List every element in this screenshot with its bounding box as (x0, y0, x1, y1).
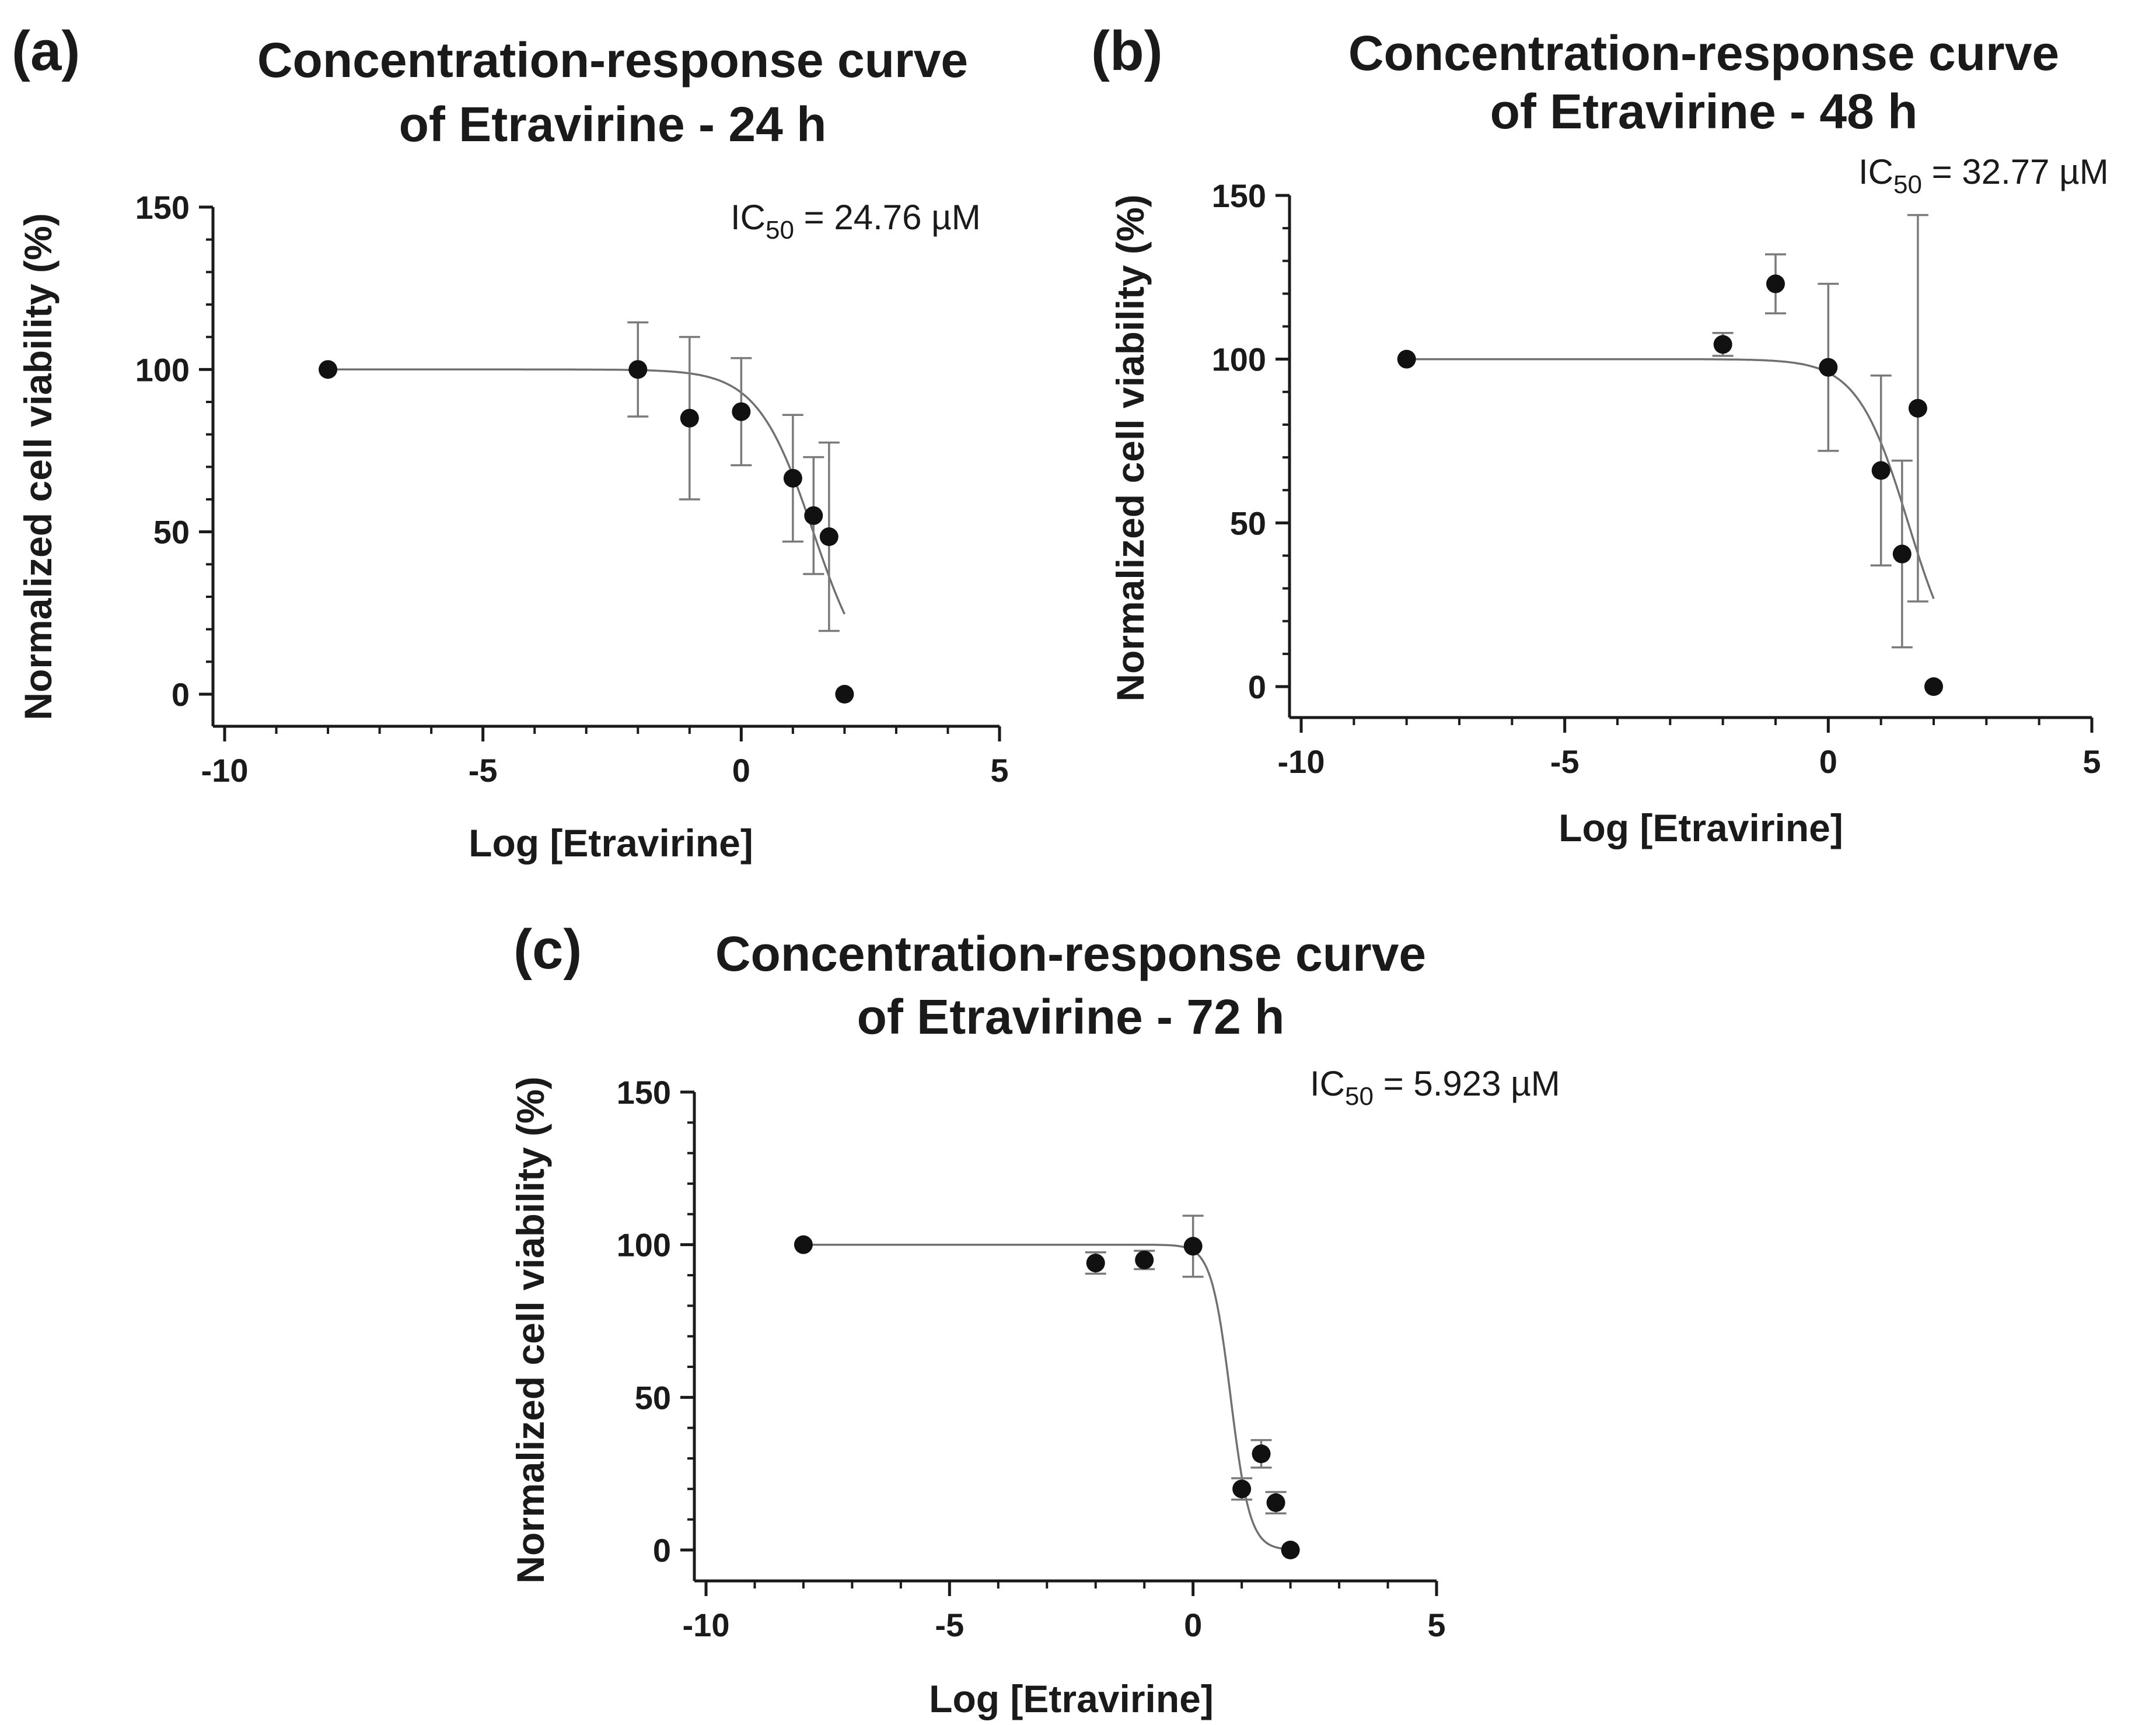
y-tick-label: 50 (635, 1379, 671, 1416)
data-point (1135, 1250, 1154, 1269)
chart-title-line: of Etravirine - 72 h (857, 989, 1285, 1044)
data-point (1183, 1237, 1203, 1256)
panel-label: (b) (1091, 20, 1163, 82)
x-tick-label: -10 (1278, 743, 1325, 780)
data-point (1924, 677, 1943, 696)
panel-c: (c) Concentration-response curve of Etravi… (509, 918, 1560, 1720)
ic50-subscript: 50 (1345, 1082, 1374, 1111)
data-point (1232, 1479, 1252, 1499)
ic50-annotation: IC50 = 5.923 µM (1310, 1064, 1560, 1111)
data-point (732, 402, 751, 421)
panel-label: (c) (513, 918, 582, 981)
ic50-value: = 5.923 µM (1374, 1064, 1560, 1103)
ic50-annotation: IC50 = 24.76 µM (731, 198, 981, 244)
chart-title-line: of Etravirine - 24 h (399, 97, 827, 152)
data-point (1766, 274, 1785, 293)
data-point (1871, 461, 1891, 480)
y-tick-label: 150 (617, 1074, 671, 1111)
chart-title-line: of Etravirine - 48 h (1490, 84, 1918, 139)
chart-title-line: Concentration-response curve (257, 33, 968, 88)
y-tick-label: 100 (1212, 341, 1266, 378)
panel-label: (a) (12, 20, 80, 82)
data-point (1397, 349, 1416, 369)
data-point (819, 527, 838, 547)
chart-title-line: Concentration-response curve (1348, 26, 2059, 81)
data-point (1713, 335, 1732, 354)
x-tick-label: -5 (1550, 743, 1580, 780)
y-axis-title: Normalized cell viability (%) (16, 213, 60, 720)
ic50-subscript: 50 (766, 216, 794, 244)
fit-curve (1406, 358, 1935, 600)
data-point (783, 468, 802, 488)
y-tick-label: 0 (653, 1532, 671, 1569)
y-tick-label: 50 (1230, 505, 1266, 541)
data-point (1281, 1541, 1300, 1559)
y-tick-label: 0 (172, 676, 190, 713)
ic50-value: = 32.77 µM (1922, 152, 2109, 191)
x-tick-label: 5 (990, 752, 1008, 789)
data-point (835, 685, 854, 704)
y-axis-title: Normalized cell viability (%) (509, 1076, 552, 1583)
fit-curve (328, 368, 845, 615)
ic50-prefix: IC (1858, 152, 1893, 191)
data-point (1086, 1254, 1105, 1273)
x-tick-label: 0 (732, 752, 750, 789)
ic50-prefix: IC (731, 198, 766, 237)
x-axis-title: Log [Etravirine] (469, 821, 753, 865)
y-tick-label: 150 (135, 189, 190, 226)
ic50-subscript: 50 (1893, 170, 1922, 199)
x-tick-label: -10 (683, 1607, 730, 1643)
y-tick-label: 100 (617, 1227, 671, 1264)
data-point (1819, 358, 1838, 377)
ic50-value: = 24.76 µM (794, 198, 981, 237)
data-point (628, 360, 648, 379)
fit-curve (803, 1243, 1291, 1551)
data-point (319, 360, 338, 379)
x-tick-label: 5 (1427, 1607, 1445, 1643)
data-point (1892, 544, 1912, 564)
y-tick-label: 100 (135, 351, 190, 388)
y-tick-label: 50 (153, 514, 190, 551)
x-tick-label: -5 (935, 1607, 964, 1643)
x-tick-label: -5 (469, 752, 498, 789)
data-point (1908, 398, 1927, 418)
x-tick-label: 0 (1184, 1607, 1202, 1643)
y-tick-label: 150 (1212, 177, 1266, 214)
chart-title-line: Concentration-response curve (715, 926, 1426, 981)
data-point (1266, 1493, 1285, 1512)
data-point (794, 1235, 813, 1254)
data-point (804, 506, 823, 525)
x-axis-title: Log [Etravirine] (1559, 806, 1843, 849)
ic50-annotation: IC50 = 32.77 µM (1858, 152, 2109, 199)
x-axis-title: Log [Etravirine] (929, 1677, 1214, 1720)
y-axis-title: Normalized cell viability (%) (1109, 194, 1152, 701)
data-point (680, 408, 699, 428)
panel-a: (a) Concentration-response curve of Etravi… (12, 20, 1009, 865)
y-tick-label: 0 (1248, 669, 1266, 705)
data-point (1252, 1444, 1271, 1464)
ic50-prefix: IC (1310, 1064, 1345, 1103)
x-tick-label: 0 (1819, 743, 1837, 780)
x-tick-label: -10 (201, 752, 249, 789)
x-tick-label: 5 (2082, 743, 2101, 780)
